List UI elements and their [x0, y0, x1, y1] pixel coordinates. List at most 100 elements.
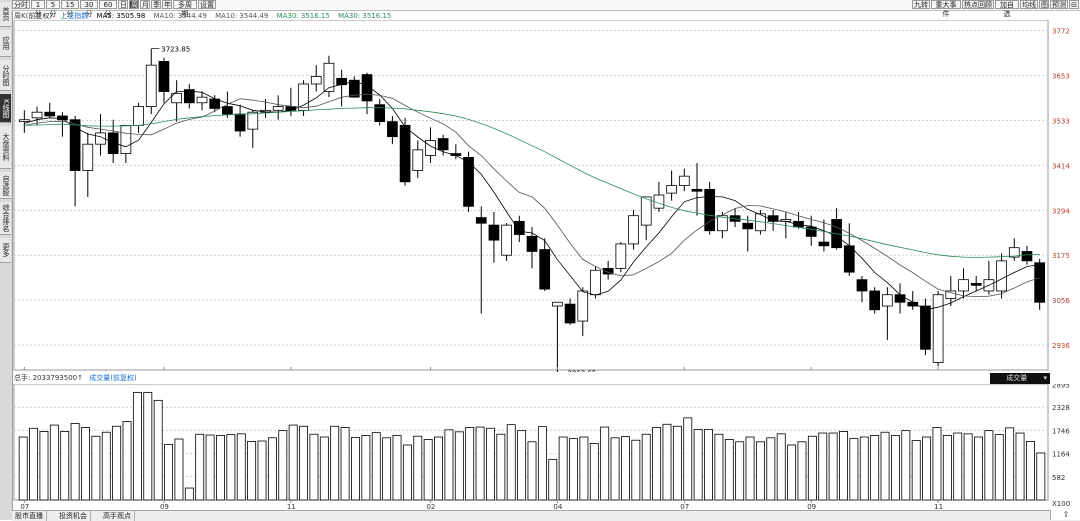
volume-bar — [901, 430, 911, 501]
volume-bar — [112, 425, 122, 501]
sidebar-tab-3[interactable]: K线图 — [0, 94, 11, 123]
candle — [717, 211, 728, 239]
volume-bar — [558, 436, 568, 501]
sidebar-tab-2[interactable]: 分时图 — [0, 60, 11, 91]
volume-bar — [672, 425, 682, 501]
bottom-item-0[interactable]: 股市直播 — [12, 511, 47, 521]
period-button-10[interactable]: 年 — [162, 0, 172, 9]
candle-body — [564, 303, 576, 324]
volume-bar — [226, 434, 236, 501]
volume-bar — [319, 436, 329, 501]
volume-bar — [340, 427, 350, 501]
volume-bar — [496, 433, 506, 501]
bottom-item-1[interactable]: 投资机会 — [56, 511, 91, 521]
sidebar-tab-4[interactable]: 大盘资料 — [0, 126, 11, 169]
y-tick-label: 3414 — [1052, 162, 1070, 170]
candle-body — [69, 119, 81, 171]
volume-bar — [39, 431, 49, 501]
volume-bar — [911, 440, 921, 501]
period-button-9[interactable]: 季 — [151, 0, 161, 9]
candle — [882, 287, 893, 340]
volume-bar — [942, 435, 952, 501]
candle-body — [158, 60, 170, 92]
candle-body — [856, 279, 868, 292]
candle — [1034, 258, 1046, 310]
x-tick-label: 07 — [20, 503, 29, 510]
period-button-0[interactable]: 分时 — [12, 0, 30, 9]
tool-button-1[interactable]: 重大事件 — [931, 0, 961, 18]
candle — [107, 119, 119, 164]
candle — [133, 102, 144, 133]
candle-body — [145, 64, 157, 107]
candle-body — [805, 226, 817, 237]
sidebar-tab-7[interactable]: 更多 — [0, 238, 11, 263]
sidebar-tab-6[interactable]: 综合排名 — [0, 202, 11, 235]
candle — [678, 168, 690, 192]
volume-bar — [631, 439, 641, 501]
tool-button-4[interactable]: 均线 — [1020, 0, 1038, 9]
tool-button-3[interactable]: 加自选 — [995, 0, 1019, 18]
candle — [704, 181, 716, 235]
period-button-12[interactable]: 设置 — [198, 0, 216, 9]
period-button-3[interactable]: 15分 — [61, 0, 79, 18]
ma30-value-2: MA30: 3516.15 — [338, 12, 392, 20]
period-button-2[interactable]: 5分 — [46, 0, 60, 18]
tool-button-7[interactable]: ⊟ — [1069, 0, 1079, 9]
candle — [399, 117, 411, 186]
tool-button-5[interactable]: 图 — [1039, 0, 1049, 9]
candle — [577, 287, 589, 337]
symbol-name[interactable]: 上证指数 — [60, 12, 89, 20]
tool-button-0[interactable]: 九转 — [912, 0, 930, 9]
candle-body — [970, 283, 982, 286]
period-button-5[interactable]: 60分 — [99, 0, 117, 18]
candle — [526, 226, 538, 269]
volume-bar — [382, 437, 392, 501]
period-button-4[interactable]: 30分 — [80, 0, 98, 18]
bottom-item-2[interactable]: 高手观点 — [100, 511, 135, 521]
y-tick-label: 3294 — [1052, 207, 1070, 215]
candle-body — [310, 76, 322, 85]
y-tick-label: 3772 — [1052, 28, 1070, 36]
candle-body — [399, 124, 411, 183]
candle-body — [920, 305, 931, 350]
y-tick-label: 3175 — [1052, 252, 1070, 260]
ma-info-line: 周K(前复权) 上证指数 MA5: 3505.98 MA10: 3544.49 … — [14, 11, 397, 21]
scroll-up-icon[interactable]: ⇧ — [1050, 510, 1080, 520]
tool-button-2[interactable]: 热点回顾 — [962, 0, 994, 9]
volume-bar — [1036, 452, 1046, 501]
candlestick-chart[interactable]: 3772 3653 3533 3414 3294 3175 3056 2936 3723.85 2… — [12, 20, 1080, 372]
candle — [247, 110, 259, 148]
candle — [628, 210, 639, 250]
period-button-1[interactable]: 1分 — [31, 0, 45, 18]
volume-bar — [537, 426, 547, 501]
candle — [793, 211, 804, 229]
candle-body — [590, 269, 601, 296]
candle — [120, 124, 132, 164]
sidebar-tab-5[interactable]: 自选股 — [0, 172, 11, 199]
candle-body — [526, 235, 538, 252]
volume-bar — [91, 435, 101, 501]
sidebar-tab-1[interactable]: 应用 — [0, 30, 11, 57]
volume-indicator-select[interactable]: 成交量 ▾ — [990, 373, 1050, 384]
period-button-8[interactable]: 月 — [140, 0, 150, 9]
candle — [958, 268, 969, 299]
period-button-6[interactable]: 日 — [118, 0, 128, 9]
candle-body — [463, 156, 474, 207]
period-button-7[interactable]: 周 — [129, 0, 139, 9]
volume-bar — [922, 436, 932, 501]
volume-bar — [257, 440, 267, 501]
volume-bar — [278, 430, 288, 501]
volume-bar — [1015, 432, 1025, 501]
candle-body — [107, 132, 119, 155]
tool-button-6[interactable]: 预测 — [1050, 0, 1068, 9]
volume-bar — [444, 429, 454, 501]
ma10-value-2: MA10: 3544.49 — [215, 12, 269, 20]
period-button-11[interactable]: 多周期 — [173, 0, 197, 18]
volume-bar — [724, 439, 734, 501]
volume-bar — [122, 421, 132, 501]
sidebar-tab-0[interactable]: 首页 — [0, 2, 11, 27]
candle — [374, 99, 386, 126]
x-tick-label: 04 — [553, 503, 562, 510]
candle-body — [209, 98, 221, 109]
candle-body — [513, 220, 525, 235]
